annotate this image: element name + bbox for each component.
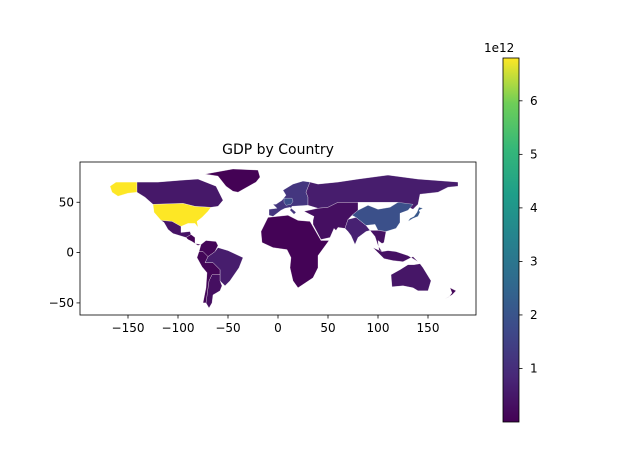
- colorbar-tick-label: 6: [530, 94, 538, 108]
- colorbar-tick-label: 3: [530, 254, 538, 268]
- colorbar-tick-label: 5: [530, 147, 538, 161]
- x-tick-label: 50: [320, 321, 335, 335]
- x-tick-label: −50: [215, 321, 240, 335]
- country-andean-countries: [196, 251, 221, 304]
- x-axis-ticks: −150 −100 −50 0 50 100 150: [112, 315, 440, 335]
- country-japan: [407, 207, 424, 222]
- colorbar-gradient: [502, 57, 520, 423]
- colorbar-tick-label: 4: [530, 201, 538, 215]
- colorbar: 1 2 3 4 5 6 1e12: [484, 41, 538, 423]
- country-indonesia: [372, 247, 419, 262]
- colorbar-offset-label: 1e12: [484, 41, 514, 55]
- country-australia: [390, 263, 432, 291]
- country-africa: [260, 215, 330, 289]
- colorbar-tick-label: 2: [530, 308, 538, 322]
- country-alaska-united-states: [109, 181, 138, 197]
- x-tick-label: 100: [367, 321, 390, 335]
- colorbar-tick-label: 1: [530, 361, 538, 375]
- country-china: [351, 202, 414, 232]
- colorbar-ticks: 1 2 3 4 5 6: [519, 94, 538, 375]
- country-new-zealand: [444, 287, 457, 300]
- x-tick-label: −100: [162, 321, 195, 335]
- country-middle-east-and-central-asia: [303, 202, 359, 240]
- y-tick-label: 0: [66, 246, 74, 260]
- y-tick-label: −50: [49, 296, 74, 310]
- country-canada: [136, 178, 224, 208]
- x-tick-label: −150: [112, 321, 145, 335]
- y-axis-ticks: −50 0 50: [49, 195, 80, 310]
- y-tick-label: 50: [59, 195, 74, 209]
- country-india: [344, 217, 371, 245]
- chart-title: GDP by Country: [222, 142, 334, 158]
- country-greenland: [204, 168, 261, 193]
- map-axes: −150 −100 −50 0 50 100 150 −50 0 50: [49, 161, 477, 335]
- country-regions: [109, 168, 459, 309]
- x-tick-label: 150: [417, 321, 440, 335]
- x-tick-label: 0: [274, 321, 282, 335]
- country-germany: [283, 198, 294, 206]
- country-southeast-asia: [369, 230, 387, 252]
